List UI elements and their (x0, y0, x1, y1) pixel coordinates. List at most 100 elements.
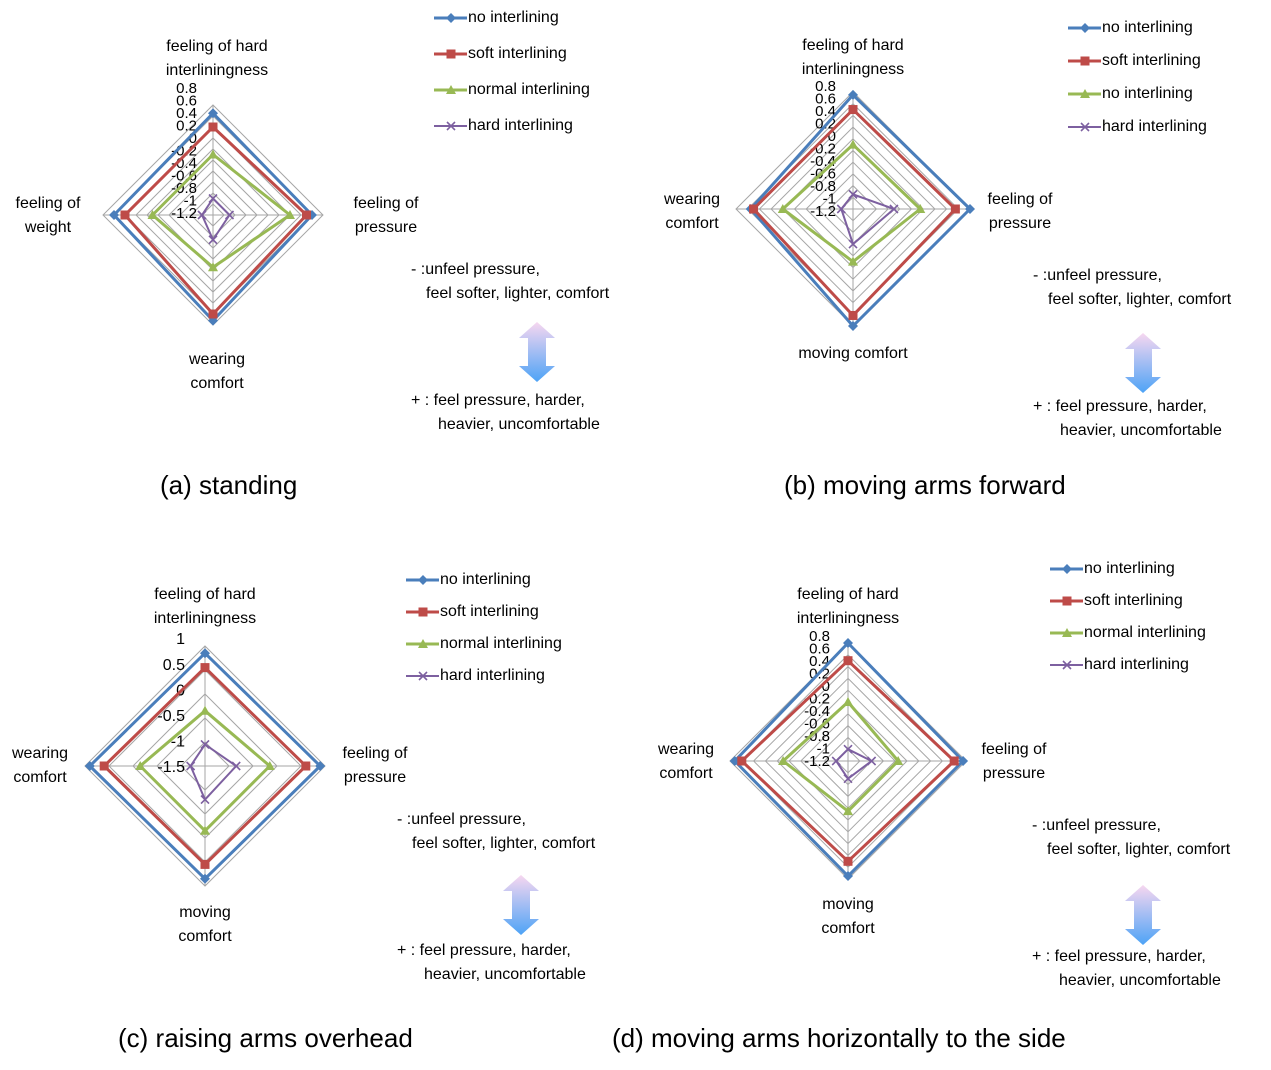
legend-entry: normal interlining (406, 635, 562, 652)
data-point (777, 204, 788, 213)
data-point (965, 204, 975, 214)
legend-entry: no interlining (1068, 85, 1193, 102)
axis-label: comfort (190, 375, 244, 392)
legend-marker (418, 639, 428, 648)
data-point (843, 856, 853, 866)
legend-marker (1080, 56, 1090, 66)
tick-label: 0 (822, 678, 830, 695)
hint-plus-text: heavier, uncomfortable (438, 416, 600, 433)
tick-label: 0.2 (176, 117, 197, 134)
data-point (264, 761, 275, 770)
legend-marker (418, 607, 428, 617)
hint-plus-text: + : feel pressure, harder, (397, 942, 571, 959)
tick-label: 0.8 (809, 628, 830, 645)
data-point (186, 761, 196, 771)
data-point (893, 756, 904, 765)
axis-label: comfort (178, 928, 232, 945)
legend-label: soft interlining (1102, 52, 1201, 69)
tick-label: -1 (823, 190, 836, 207)
panel-caption: (a) standing (160, 470, 297, 500)
legend-entry: soft interlining (1050, 592, 1183, 609)
axis-label: pressure (344, 769, 406, 786)
data-point (958, 756, 969, 766)
legend-marker (446, 13, 456, 23)
scale-hint: - :unfeel pressure, feel softer, lighter,… (1032, 817, 1231, 989)
data-point (208, 149, 218, 159)
data-point (889, 204, 899, 214)
legend-marker (1080, 122, 1090, 132)
data-point (200, 795, 210, 805)
hint-plus-text: heavier, uncomfortable (424, 966, 586, 983)
data-point (843, 638, 853, 648)
legend-label: no interlining (440, 571, 531, 588)
tick-label: 0.6 (815, 90, 836, 107)
axis-label: feeling of hard (802, 37, 903, 54)
panel-caption: (c) raising arms overhead (118, 1023, 413, 1053)
hint-plus-text: + : feel pressure, harder, (1033, 398, 1207, 415)
axis-label: comfort (659, 765, 713, 782)
axis-label: feeling of hard (154, 586, 255, 603)
legend-label: hard interlining (468, 117, 573, 134)
data-point (120, 210, 130, 220)
data-point (200, 859, 210, 869)
double-arrow-icon (519, 322, 555, 382)
legend-marker (446, 85, 456, 94)
scale-hint: - :unfeel pressure, feel softer, lighter,… (411, 261, 610, 433)
data-point (208, 122, 218, 132)
scale-hint: - :unfeel pressure, feel softer, lighter,… (397, 811, 596, 983)
radar-chart-1: 0.80.60.40.20-0.2-0.4-0.6-0.8-1-1.2 feeli… (16, 9, 610, 500)
legend-marker (1080, 89, 1090, 98)
tick-label: -1 (184, 192, 197, 209)
data-point (915, 204, 926, 213)
hint-minus-text: feel softer, lighter, comfort (1048, 291, 1232, 308)
data-point (778, 756, 789, 765)
data-point (208, 309, 218, 319)
tick-label: -1.2 (171, 205, 197, 222)
data-point (99, 761, 109, 771)
hint-minus-text: - :unfeel pressure, (411, 261, 540, 278)
double-arrow-icon (503, 875, 539, 935)
data-point (843, 656, 853, 666)
axis-label: comfort (665, 215, 719, 232)
axis-label: interliningness (797, 610, 899, 627)
data-point (135, 761, 146, 770)
legend-entry: hard interlining (406, 667, 545, 684)
hint-minus-text: - :unfeel pressure, (1032, 817, 1161, 834)
hint-plus-text: + : feel pressure, harder, (1032, 948, 1206, 965)
tick-label: 0.8 (176, 80, 197, 97)
tick-label: -0.8 (171, 180, 197, 197)
legend-label: soft interlining (1084, 592, 1183, 609)
data-point (109, 210, 119, 220)
double-arrow-icon (1125, 333, 1161, 393)
axis-label: interliningness (154, 610, 256, 627)
axis-label: feeling of (982, 741, 1047, 758)
legend-entry: no interlining (406, 571, 531, 588)
legend-label: soft interlining (440, 603, 539, 620)
legend-entry: no interlining (1050, 560, 1175, 577)
data-point (200, 873, 210, 884)
tick-label: -0.4 (804, 703, 830, 720)
axis-label: wearing (188, 351, 245, 368)
axis-label: moving (822, 896, 874, 913)
legend-label: no interlining (468, 9, 559, 26)
axis-label: pressure (355, 219, 417, 236)
legend-entry: soft interlining (406, 603, 539, 620)
hint-minus-text: feel softer, lighter, comfort (426, 285, 610, 302)
axis-label: pressure (983, 765, 1045, 782)
data-point (848, 89, 858, 100)
tick-label: 0.4 (815, 103, 836, 120)
data-point (301, 761, 311, 771)
data-point (950, 204, 960, 214)
data-point (843, 774, 853, 784)
data-point (848, 139, 858, 149)
data-point (737, 756, 747, 766)
axis-label: feeling of (16, 195, 81, 212)
legend-entry: hard interlining (434, 117, 573, 134)
hint-plus-text: heavier, uncomfortable (1060, 422, 1222, 439)
data-point (200, 825, 210, 835)
tick-label: -0.4 (171, 155, 197, 172)
legend-entry: no interlining (434, 9, 559, 26)
legend-marker (418, 575, 428, 585)
axis-label: comfort (821, 920, 875, 937)
